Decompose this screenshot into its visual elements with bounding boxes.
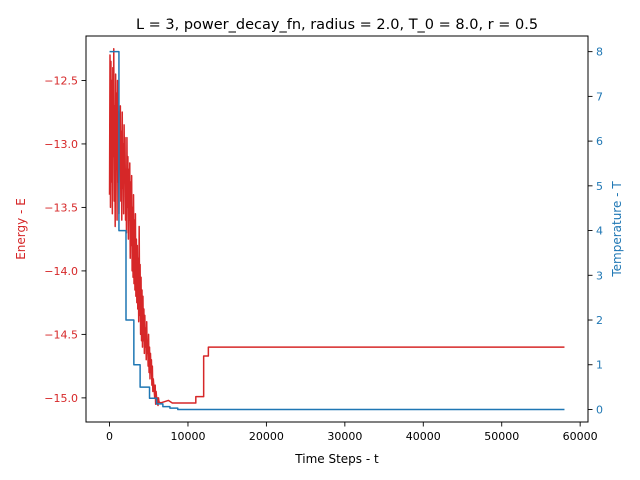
x-tick-label: 30000: [327, 430, 362, 443]
x-tick-label: 50000: [484, 430, 519, 443]
x-tick-label: 60000: [563, 430, 598, 443]
left-tick-label: −15.0: [44, 392, 78, 405]
left-axis-label: Energy - E: [14, 198, 28, 260]
left-tick-label: −13.0: [44, 138, 78, 151]
plot-frame: [85, 35, 589, 423]
x-tick-label: 40000: [406, 430, 441, 443]
right-axis-label: Temperature - T: [610, 181, 624, 278]
chart-title: L = 3, power_decay_fn, radius = 2.0, T_0…: [136, 17, 538, 33]
right-tick-label: 5: [596, 180, 603, 193]
right-tick-label: 3: [596, 269, 603, 282]
right-tick-label: 2: [596, 314, 603, 327]
left-tick-label: −14.0: [44, 265, 78, 278]
right-axis-ticks: 0 1 2 3 4 5 6 7 8: [588, 46, 603, 416]
temperature-series-line: [109, 50, 565, 411]
x-axis-ticks: 0 10000 20000 30000 40000 50000 60000: [106, 422, 598, 443]
left-tick-label: −13.5: [44, 201, 78, 214]
x-tick-label: 20000: [249, 430, 284, 443]
right-tick-label: 0: [596, 403, 603, 416]
x-tick-label: 0: [106, 430, 113, 443]
right-tick-label: 4: [596, 225, 603, 238]
right-tick-label: 7: [596, 90, 603, 103]
left-tick-label: −14.5: [44, 328, 78, 341]
right-tick-label: 6: [596, 135, 603, 148]
plot-lines: [108, 47, 565, 411]
left-tick-label: −12.5: [44, 74, 78, 87]
x-axis-label: Time Steps - t: [294, 452, 379, 466]
right-tick-label: 8: [596, 46, 603, 59]
x-tick-label: 10000: [170, 430, 205, 443]
left-axis-ticks: −12.5 −13.0 −13.5 −14.0 −14.5 −15.0: [44, 74, 86, 405]
right-tick-label: 1: [596, 359, 603, 372]
